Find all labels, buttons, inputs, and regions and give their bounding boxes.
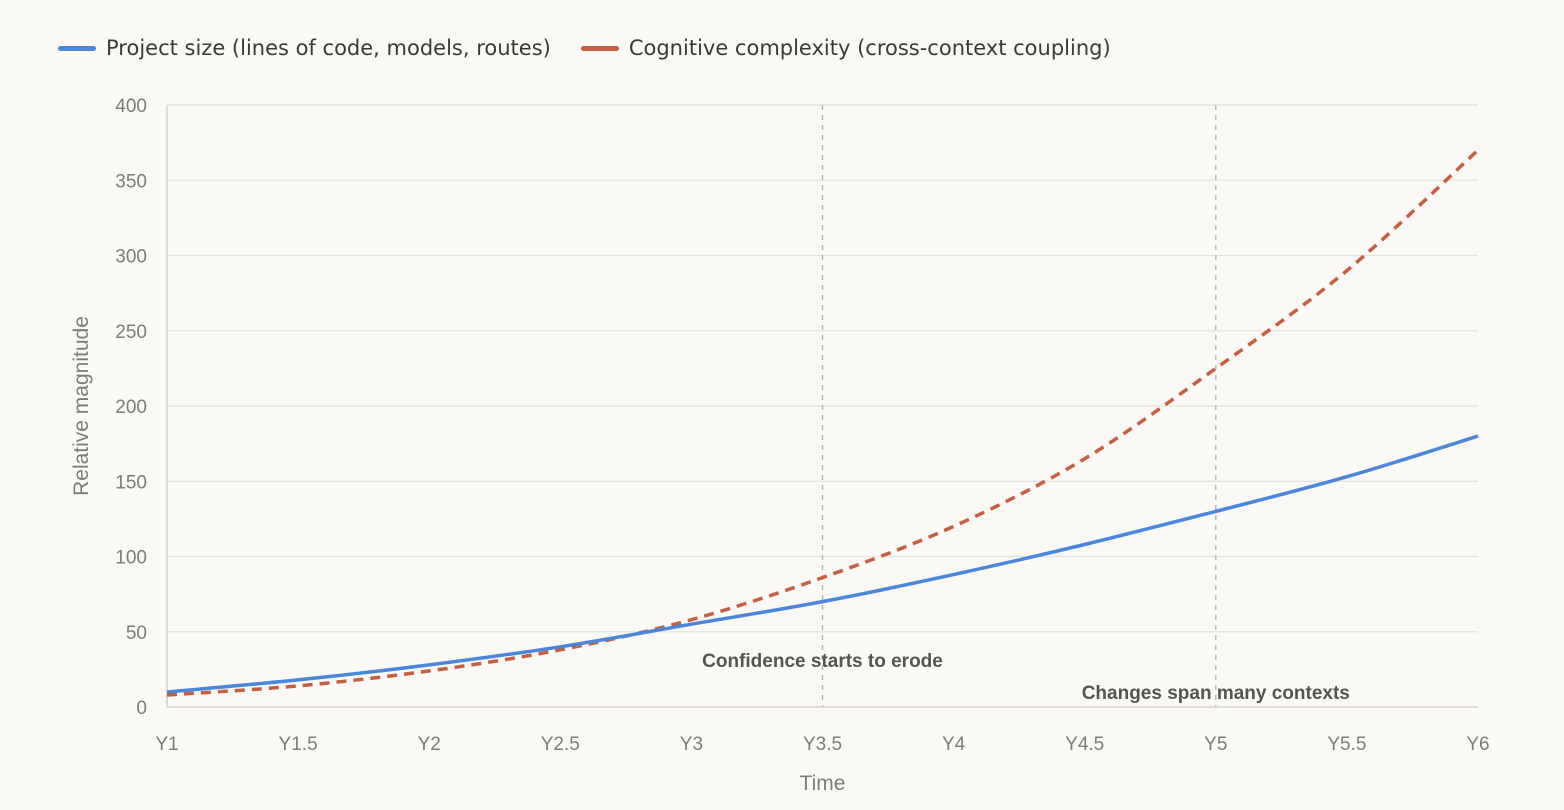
data-point-project-size bbox=[161, 686, 173, 698]
y-tick-label: 400 bbox=[115, 96, 147, 117]
y-tick-label: 100 bbox=[115, 548, 147, 569]
axes: 0 50 100 150 200 250 300 350 400 Y1 Y1.5 Y2 Y2.5 Y3 Y3… bbox=[115, 96, 1489, 755]
data-point-cognitive-complexity bbox=[948, 520, 960, 532]
series-line-cognitive-complexity bbox=[166, 148, 1480, 697]
legend-label-project-size: Project size (lines of code, models, rou… bbox=[106, 36, 551, 60]
y-tick-label: 350 bbox=[115, 171, 147, 192]
y-tick-label: 250 bbox=[115, 322, 147, 343]
data-point-cognitive-complexity bbox=[1341, 265, 1353, 277]
data-point-cognitive-complexity bbox=[817, 572, 829, 584]
series-line-project-size bbox=[166, 434, 1479, 694]
data-point-project-size bbox=[292, 674, 304, 686]
legend-item-project-size[interactable]: Project size (lines of code, models, rou… bbox=[58, 36, 551, 60]
legend-item-cognitive-complexity[interactable]: Cognitive complexity (cross-context coup… bbox=[580, 36, 1111, 60]
legend-swatch-project-size bbox=[58, 45, 96, 51]
x-tick-label: Y1 bbox=[155, 734, 178, 755]
data-point-project-size bbox=[948, 569, 960, 581]
x-tick-label: Y5 bbox=[1204, 734, 1227, 755]
y-tick-label: 300 bbox=[115, 247, 147, 268]
legend-swatch-cognitive-complexity bbox=[580, 45, 619, 51]
y-tick-label: 150 bbox=[115, 472, 147, 493]
data-point-project-size bbox=[685, 618, 697, 630]
y-tick-label: 0 bbox=[136, 698, 147, 719]
data-point-project-size bbox=[1472, 430, 1484, 442]
data-point-project-size bbox=[554, 641, 566, 653]
annotation-label: Changes span many contexts bbox=[1082, 683, 1350, 704]
x-tick-label: Y4 bbox=[942, 734, 966, 755]
data-point-project-size bbox=[423, 659, 435, 671]
x-tick-label: Y5.5 bbox=[1327, 734, 1366, 755]
annotation-lines bbox=[821, 105, 1217, 707]
y-tick-label: 200 bbox=[115, 397, 147, 418]
x-tick-label: Y3.5 bbox=[803, 734, 842, 755]
x-tick-label: Y6 bbox=[1466, 734, 1489, 755]
data-point-cognitive-complexity bbox=[1079, 453, 1091, 465]
x-axis-title: Time bbox=[800, 772, 846, 795]
chart-legend: Project size (lines of code, models, rou… bbox=[58, 28, 1111, 68]
y-axis-title: Relative magnitude bbox=[70, 316, 93, 496]
x-tick-label: Y3 bbox=[680, 734, 703, 755]
x-tick-label: Y2.5 bbox=[541, 734, 580, 755]
series-lines bbox=[161, 144, 1484, 698]
annotations: Confidence starts to erode Changes span m… bbox=[702, 651, 1350, 704]
data-point-project-size bbox=[1341, 471, 1353, 483]
data-point-project-size bbox=[1210, 505, 1222, 517]
data-point-project-size bbox=[1079, 538, 1091, 550]
data-point-project-size bbox=[817, 596, 829, 608]
x-tick-label: Y1.5 bbox=[279, 734, 318, 755]
x-tick-label: Y4.5 bbox=[1065, 734, 1104, 755]
x-tick-label: Y2 bbox=[418, 734, 441, 755]
data-point-cognitive-complexity bbox=[1472, 144, 1484, 156]
annotation-label: Confidence starts to erode bbox=[702, 651, 943, 672]
data-point-cognitive-complexity bbox=[1210, 362, 1222, 374]
legend-label-cognitive-complexity: Cognitive complexity (cross-context coup… bbox=[628, 36, 1111, 60]
y-tick-label: 50 bbox=[126, 623, 147, 644]
